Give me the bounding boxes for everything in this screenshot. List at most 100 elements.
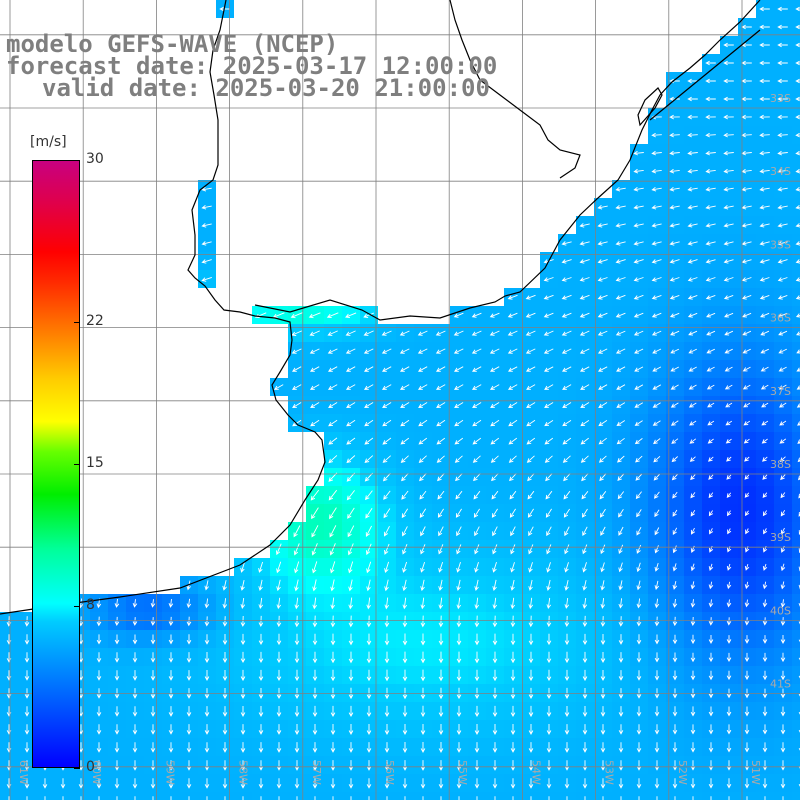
wind-arrow: [456, 597, 462, 610]
wind-arrow: [688, 348, 698, 354]
wind-arrow: [420, 526, 426, 537]
wind-arrow: [744, 652, 750, 663]
title-forecast-date: forecast date: 2025-03-17 12:00:00: [6, 52, 498, 80]
wind-arrow: [150, 760, 156, 771]
wind-arrow: [292, 419, 302, 427]
wind-arrow: [744, 778, 750, 789]
wind-arrow: [492, 724, 498, 735]
wind-arrow: [201, 186, 212, 192]
wind-arrow: [634, 348, 644, 354]
wind-arrow: [260, 796, 262, 800]
wind-arrow: [383, 490, 391, 500]
wind-arrow: [654, 509, 660, 518]
wind-arrow: [633, 150, 644, 156]
wind-arrow: [651, 259, 662, 264]
wind-arrow: [294, 651, 300, 664]
wind-arrow: [44, 796, 46, 800]
wind-arrow: [705, 277, 716, 282]
wind-arrow: [276, 579, 281, 592]
wind-arrow: [399, 348, 410, 354]
wind-arrow: [561, 241, 572, 246]
wind-arrow: [690, 474, 696, 481]
wind-arrow: [474, 742, 480, 753]
wind-arrow: [309, 366, 320, 372]
wind-speed-cell: [792, 360, 800, 378]
wind-arrow: [188, 796, 190, 800]
wind-arrow: [294, 633, 300, 646]
wind-arrow: [672, 491, 678, 499]
wind-arrow: [24, 742, 30, 753]
wind-arrow: [674, 796, 676, 800]
wind-arrow: [454, 402, 464, 408]
wind-speed-cell: [792, 666, 800, 684]
wind-arrow: [168, 688, 174, 699]
wind-arrow: [634, 384, 644, 390]
wind-arrow: [24, 760, 30, 771]
wind-arrow: [440, 796, 442, 800]
wind-arrow: [777, 114, 788, 120]
wind-arrow: [528, 544, 534, 555]
wind-arrow: [363, 348, 374, 354]
wind-arrow: [418, 419, 428, 427]
wind-arrow: [510, 778, 516, 789]
wind-arrow: [617, 455, 625, 463]
wind-speed-cell: [108, 792, 126, 800]
wind-speed-cell: [630, 792, 648, 800]
wind-arrow: [600, 670, 606, 681]
wind-arrow: [168, 616, 174, 627]
wind-arrow: [708, 492, 714, 499]
wind-arrow: [669, 277, 680, 282]
wind-arrow: [258, 778, 264, 789]
wind-arrow: [456, 615, 462, 628]
wind-arrow: [402, 561, 408, 573]
wind-arrow: [150, 652, 156, 663]
wind-arrow: [528, 705, 534, 718]
wind-arrow: [114, 706, 120, 717]
wind-arrow: [690, 670, 696, 681]
wind-arrow: [219, 6, 230, 12]
wind-arrow: [314, 796, 316, 800]
wind-arrow: [510, 760, 516, 771]
wind-arrow: [726, 474, 732, 480]
wind-arrow: [490, 437, 500, 445]
wind-arrow: [382, 455, 391, 463]
wind-arrow: [798, 584, 800, 590]
wind-arrow: [634, 366, 644, 372]
wind-arrow: [562, 420, 572, 427]
wind-arrow: [418, 402, 428, 408]
wind-arrow: [620, 796, 622, 800]
wind-arrow: [780, 599, 786, 608]
wind-arrow: [114, 688, 120, 699]
wind-arrow: [705, 60, 716, 66]
wind-arrow: [597, 205, 608, 210]
wind-arrow: [546, 633, 552, 646]
wind-arrow: [526, 402, 536, 408]
wind-arrow: [759, 259, 770, 264]
wind-arrow: [366, 615, 372, 628]
wind-arrow: [26, 796, 28, 800]
wind-arrow: [240, 615, 246, 627]
wind-arrow: [723, 168, 734, 174]
wind-arrow: [384, 760, 390, 771]
wind-arrow: [705, 132, 716, 138]
wind-arrow: [96, 670, 102, 681]
wind-arrow: [528, 579, 533, 591]
wind-arrow: [726, 581, 732, 590]
wind-arrow: [402, 544, 408, 555]
wind-arrow: [384, 579, 389, 592]
longitude-label: 55W: [456, 760, 469, 785]
wind-arrow: [402, 651, 408, 664]
wind-arrow: [24, 778, 30, 789]
wind-arrow: [654, 545, 659, 554]
wind-arrow: [726, 688, 732, 699]
wind-speed-cell: [90, 792, 108, 800]
wind-arrow: [636, 760, 642, 771]
wind-arrow: [222, 580, 227, 591]
wind-arrow: [706, 312, 716, 318]
wind-arrow: [759, 168, 770, 174]
wind-arrow: [600, 706, 606, 717]
wind-arrow: [564, 562, 569, 573]
wind-arrow: [132, 634, 138, 645]
wind-arrow: [384, 543, 390, 555]
wind-arrow: [636, 562, 641, 573]
